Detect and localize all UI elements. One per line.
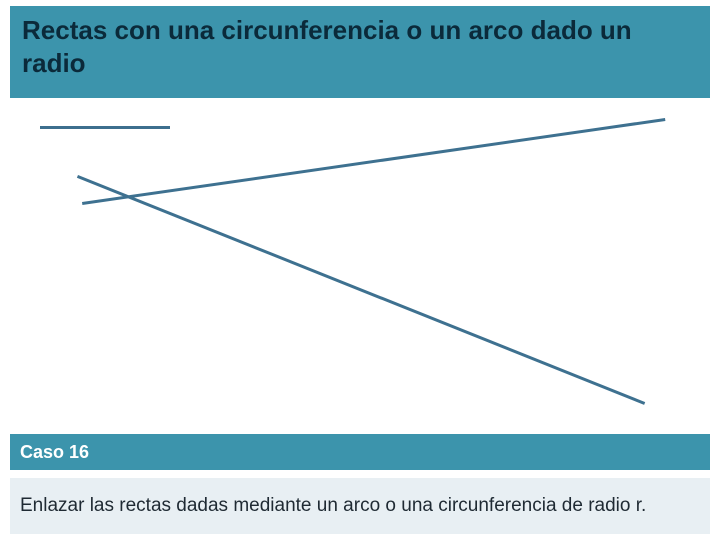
line-a [82, 118, 665, 205]
caso-label: Caso 16 [20, 442, 89, 463]
description-band: Enlazar las rectas dadas mediante un arc… [10, 478, 710, 534]
slide: Rectas con una circunferencia o un arco … [0, 0, 720, 540]
caso-band: Caso 16 [10, 434, 710, 470]
diagram-area [10, 105, 710, 429]
line-b [77, 175, 645, 405]
radius-segment [40, 126, 170, 129]
title-band: Rectas con una circunferencia o un arco … [10, 6, 710, 98]
description-text: Enlazar las rectas dadas mediante un arc… [20, 494, 646, 518]
slide-title: Rectas con una circunferencia o un arco … [22, 14, 698, 79]
